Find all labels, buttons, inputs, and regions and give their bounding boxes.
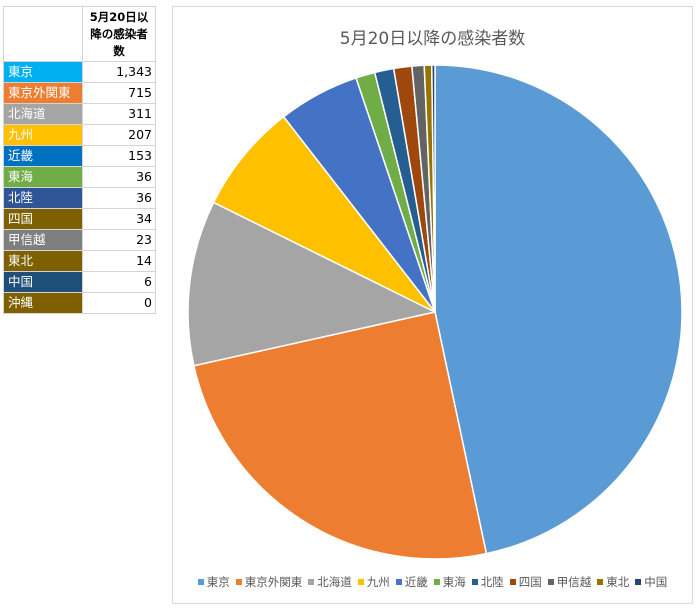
legend-swatch: [395, 578, 402, 585]
pie-plot-area: [187, 64, 683, 560]
legend-label: 中国: [644, 575, 668, 589]
case-count-cell: 34: [82, 208, 156, 230]
legend-label: 東京: [206, 575, 230, 589]
pie-slice: [434, 64, 683, 555]
table-row: 北陸 36: [3, 187, 156, 209]
legend-label: 東京外関東: [244, 575, 303, 589]
case-count-cell: 1,343: [82, 61, 156, 83]
legend-label: 東北: [606, 575, 630, 589]
case-count-cell: 207: [82, 124, 156, 146]
table-corner-cell: [3, 6, 83, 62]
legend-swatch: [197, 578, 204, 585]
region-name-cell: 東海: [3, 166, 83, 188]
legend-label: 北海道: [317, 575, 352, 589]
table-row: 九州 207: [3, 124, 156, 146]
table-row: 東京外関東 715: [3, 82, 156, 104]
legend-label: 甲信越: [556, 575, 592, 589]
table-row: 近畿 153: [3, 145, 156, 167]
region-name-cell: 沖縄: [3, 292, 83, 314]
legend-swatch: [509, 578, 516, 585]
region-name-cell: 中国: [3, 271, 83, 293]
table-row: 甲信越 23: [3, 229, 156, 251]
table-row: 北海道 311: [3, 103, 156, 125]
case-count-cell: 14: [82, 250, 156, 272]
case-count-cell: 715: [82, 82, 156, 104]
legend-swatch: [547, 578, 554, 585]
legend-label: 九州: [366, 575, 390, 589]
region-name-cell: 北海道: [3, 103, 83, 125]
region-name-cell: 四国: [3, 208, 83, 230]
legend-swatch: [357, 578, 364, 585]
pie-slice: [212, 116, 436, 313]
table-row: 東海 36: [3, 166, 156, 188]
legend-label: 東海: [442, 575, 466, 589]
region-name-cell: 九州: [3, 124, 83, 146]
legend-item: 東京外関東: [235, 574, 303, 590]
chart-title: 5月20日以降の感染者数: [339, 29, 526, 49]
table-row: 東北 14: [3, 250, 156, 272]
legend-item: 北陸: [471, 574, 504, 590]
region-name-cell: 東京外関東: [3, 82, 83, 104]
table-row: 四国 34: [3, 208, 156, 230]
region-name-cell: 近畿: [3, 145, 83, 167]
legend-label: 北陸: [480, 575, 504, 589]
legend-swatch: [433, 578, 440, 585]
legend-item: 東海: [433, 574, 466, 590]
legend-swatch: [635, 578, 642, 585]
region-name-cell: 甲信越: [3, 229, 83, 251]
pie-chart: 5月20日以降の感染者数 東京 東京外関東 北海道 九州 近畿 東海 北陸 四国 甲信越 東北 中国: [172, 6, 693, 604]
legend-swatch: [308, 578, 315, 585]
table-row: 沖縄 0: [3, 292, 156, 314]
legend-item: 甲信越: [547, 574, 592, 590]
legend-item: 北海道: [308, 574, 352, 590]
legend-item: 東北: [597, 574, 629, 590]
data-table-body: 5月20日以降の感染者数 東京 1,343 東京外関東 715 北海道 311 九州 207 近…: [3, 6, 156, 314]
case-count-cell: 6: [82, 271, 156, 293]
chart-legend: 東京 東京外関東 北海道 九州 近畿 東海 北陸 四国 甲信越 東北 中国: [173, 574, 692, 590]
case-count-cell: 36: [82, 166, 156, 188]
table-row: 中国 6: [3, 271, 156, 293]
case-count-cell: 311: [82, 103, 156, 125]
legend-item: 九州: [357, 574, 390, 590]
pie-slice: [431, 64, 436, 313]
region-name-cell: 北陸: [3, 187, 83, 209]
table-header-row: 5月20日以降の感染者数: [3, 6, 156, 62]
case-count-cell: 153: [82, 145, 156, 167]
case-count-cell: 0: [82, 292, 156, 314]
case-count-cell: 36: [82, 187, 156, 209]
legend-item: 近畿: [395, 574, 428, 590]
region-name-cell: 東京: [3, 61, 83, 83]
legend-swatch: [597, 578, 604, 585]
legend-label: 四国: [518, 575, 542, 589]
legend-swatch: [235, 578, 242, 585]
legend-item: 四国: [509, 574, 542, 590]
data-table: 5月20日以降の感染者数 東京 1,343 東京外関東 715 北海道 311 九州 207 近…: [3, 6, 156, 314]
table-column-header: 5月20日以降の感染者数: [82, 6, 156, 62]
pie-slice: [187, 201, 436, 367]
legend-item: 東京: [197, 574, 230, 590]
legend-label: 近畿: [404, 575, 428, 589]
case-count-cell: 23: [82, 229, 156, 251]
table-row: 東京 1,343: [3, 61, 156, 83]
legend-swatch: [471, 578, 478, 585]
region-name-cell: 東北: [3, 250, 83, 272]
legend-item: 中国: [635, 574, 667, 590]
pie-slice: [193, 311, 488, 560]
